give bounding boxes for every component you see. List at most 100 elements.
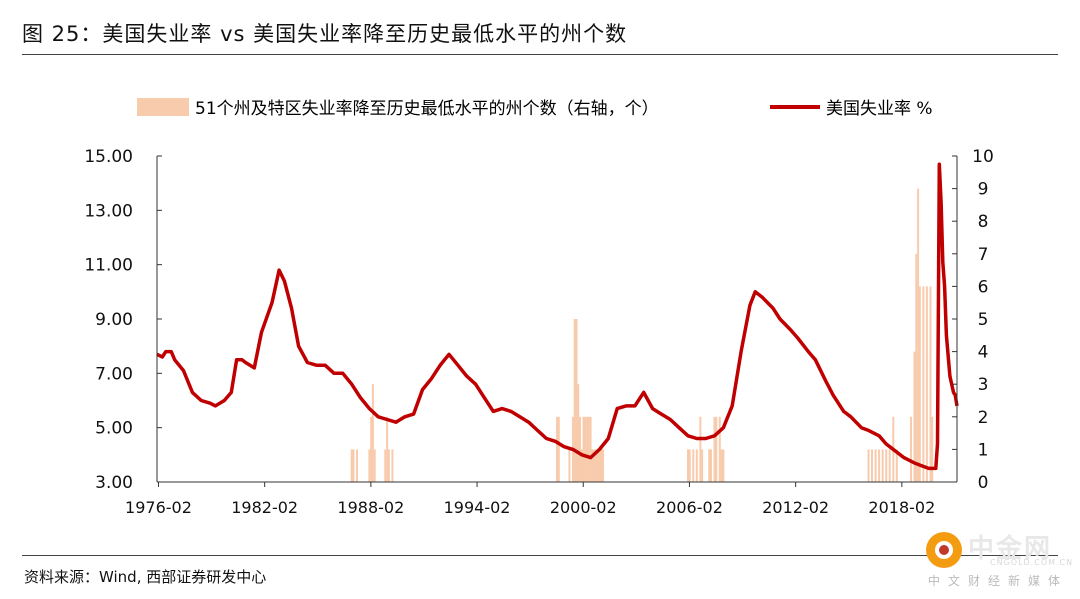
watermark-url: CNGOLD.COM.CN — [990, 558, 1074, 567]
bar-21 — [584, 416, 587, 482]
chart-axes: 3.00 5.00 7.00 9.00 11.00 13.00 15.00 0 1 2 3 4 5 6 7 8… — [84, 147, 993, 517]
bar-26 — [593, 449, 596, 482]
bar-4 — [370, 416, 373, 482]
x-tick-2: 1988-02 — [337, 498, 404, 517]
bar-32 — [687, 449, 689, 482]
bar-9 — [387, 449, 390, 482]
bar-7 — [384, 449, 387, 482]
x-tick-5: 2006-02 — [656, 498, 723, 517]
y-right-tick-0: 0 — [978, 473, 989, 493]
bar-27 — [594, 449, 597, 482]
bar-10 — [391, 449, 394, 482]
y-right-tick-10: 10 — [972, 147, 994, 167]
bar-53 — [895, 449, 898, 482]
bar-25 — [591, 449, 594, 482]
bar-42 — [718, 416, 721, 482]
bar-37 — [701, 449, 704, 482]
y-right-tick-6: 6 — [978, 277, 989, 297]
bar-59 — [922, 286, 925, 482]
bar-29 — [598, 449, 601, 482]
bar-20 — [582, 416, 585, 482]
y-right-tick-8: 8 — [978, 212, 989, 232]
y-left-tick-3: 9.00 — [95, 310, 133, 330]
bar-23 — [587, 416, 590, 482]
bar-43 — [720, 449, 723, 482]
bar-0 — [350, 449, 353, 482]
y-right-tick-2: 2 — [978, 408, 989, 428]
bar-57 — [917, 188, 920, 482]
x-tick-4: 2000-02 — [550, 498, 617, 517]
bar-56 — [915, 253, 918, 482]
bar-series — [350, 188, 934, 482]
bar-38 — [708, 449, 711, 482]
legend-line-label: 美国失业率 % — [826, 99, 933, 119]
y-left-tick-1: 5.00 — [95, 419, 133, 439]
x-tick-7: 2018-02 — [868, 498, 935, 517]
y-left-tick-5: 13.00 — [84, 201, 133, 221]
bar-51 — [888, 449, 891, 482]
watermark-name: 中金网 — [968, 534, 1053, 564]
y-left-tick-2: 7.00 — [95, 364, 133, 384]
y-left-tick-0: 3.00 — [95, 473, 133, 493]
watermark-tagline: 中文财经新媒体 — [928, 574, 1069, 588]
y-left-tick-6: 15.00 — [84, 147, 133, 167]
bar-30 — [600, 449, 603, 482]
bar-22 — [586, 416, 589, 482]
bottom-divider — [22, 555, 1058, 556]
x-tick-0: 1976-02 — [125, 498, 192, 517]
bar-16 — [575, 319, 578, 482]
bar-47 — [874, 449, 877, 482]
bar-40 — [713, 416, 716, 482]
line-series — [156, 162, 959, 471]
bar-13 — [568, 449, 571, 482]
bar-12 — [557, 416, 560, 482]
x-tick-6: 2012-02 — [762, 498, 829, 517]
legend-bar-swatch — [137, 98, 189, 116]
bar-5 — [371, 384, 374, 482]
bar-17 — [577, 384, 580, 482]
bar-45 — [867, 449, 870, 482]
bar-61 — [929, 286, 932, 482]
watermark-logo-icon — [926, 532, 962, 568]
bar-55 — [913, 351, 916, 482]
unemployment-line — [156, 162, 959, 471]
bar-2 — [356, 449, 358, 482]
bar-33 — [688, 449, 691, 482]
y-right-tick-4: 4 — [978, 343, 989, 363]
source-note: 资料来源：Wind, 西部证券研发中心 — [24, 568, 267, 586]
bar-11 — [556, 416, 558, 482]
top-divider — [22, 54, 1058, 55]
bar-49 — [881, 449, 884, 482]
legend-bar-label: 51个州及特区失业率降至历史最低水平的州个数（右轴，个） — [195, 99, 659, 119]
bar-15 — [573, 319, 576, 482]
bar-60 — [925, 286, 928, 482]
x-tick-1: 1982-02 — [231, 498, 298, 517]
bar-24 — [589, 416, 592, 482]
bar-50 — [885, 449, 888, 482]
chart-canvas: 51个州及特区失业率降至历史最低水平的州个数（右轴，个） 美国失业率 % 3.0… — [84, 98, 994, 517]
bar-8 — [386, 416, 389, 482]
y-right-tick-7: 7 — [978, 245, 989, 265]
y-right-tick-1: 1 — [978, 440, 989, 460]
bar-31 — [602, 449, 604, 482]
y-right-tick-5: 5 — [978, 310, 989, 330]
y-left-tick-4: 11.00 — [84, 256, 133, 276]
bar-6 — [373, 449, 376, 482]
bar-1 — [352, 449, 355, 482]
chart-legend: 51个州及特区失业率降至历史最低水平的州个数（右轴，个） 美国失业率 % — [137, 98, 933, 119]
bar-58 — [918, 286, 921, 482]
bar-39 — [710, 449, 712, 482]
bar-46 — [871, 449, 873, 482]
bar-35 — [695, 449, 698, 482]
bar-28 — [596, 449, 599, 482]
x-tick-3: 1994-02 — [444, 498, 511, 517]
bar-36 — [699, 416, 702, 482]
bar-34 — [692, 449, 695, 482]
bar-44 — [722, 449, 725, 482]
bar-41 — [715, 416, 718, 482]
bar-48 — [878, 449, 881, 482]
bar-19 — [580, 449, 583, 482]
figure-title: 图 25：美国失业率 vs 美国失业率降至历史最低水平的州个数 — [22, 22, 628, 46]
bar-3 — [368, 449, 371, 482]
y-right-tick-9: 9 — [978, 180, 989, 200]
